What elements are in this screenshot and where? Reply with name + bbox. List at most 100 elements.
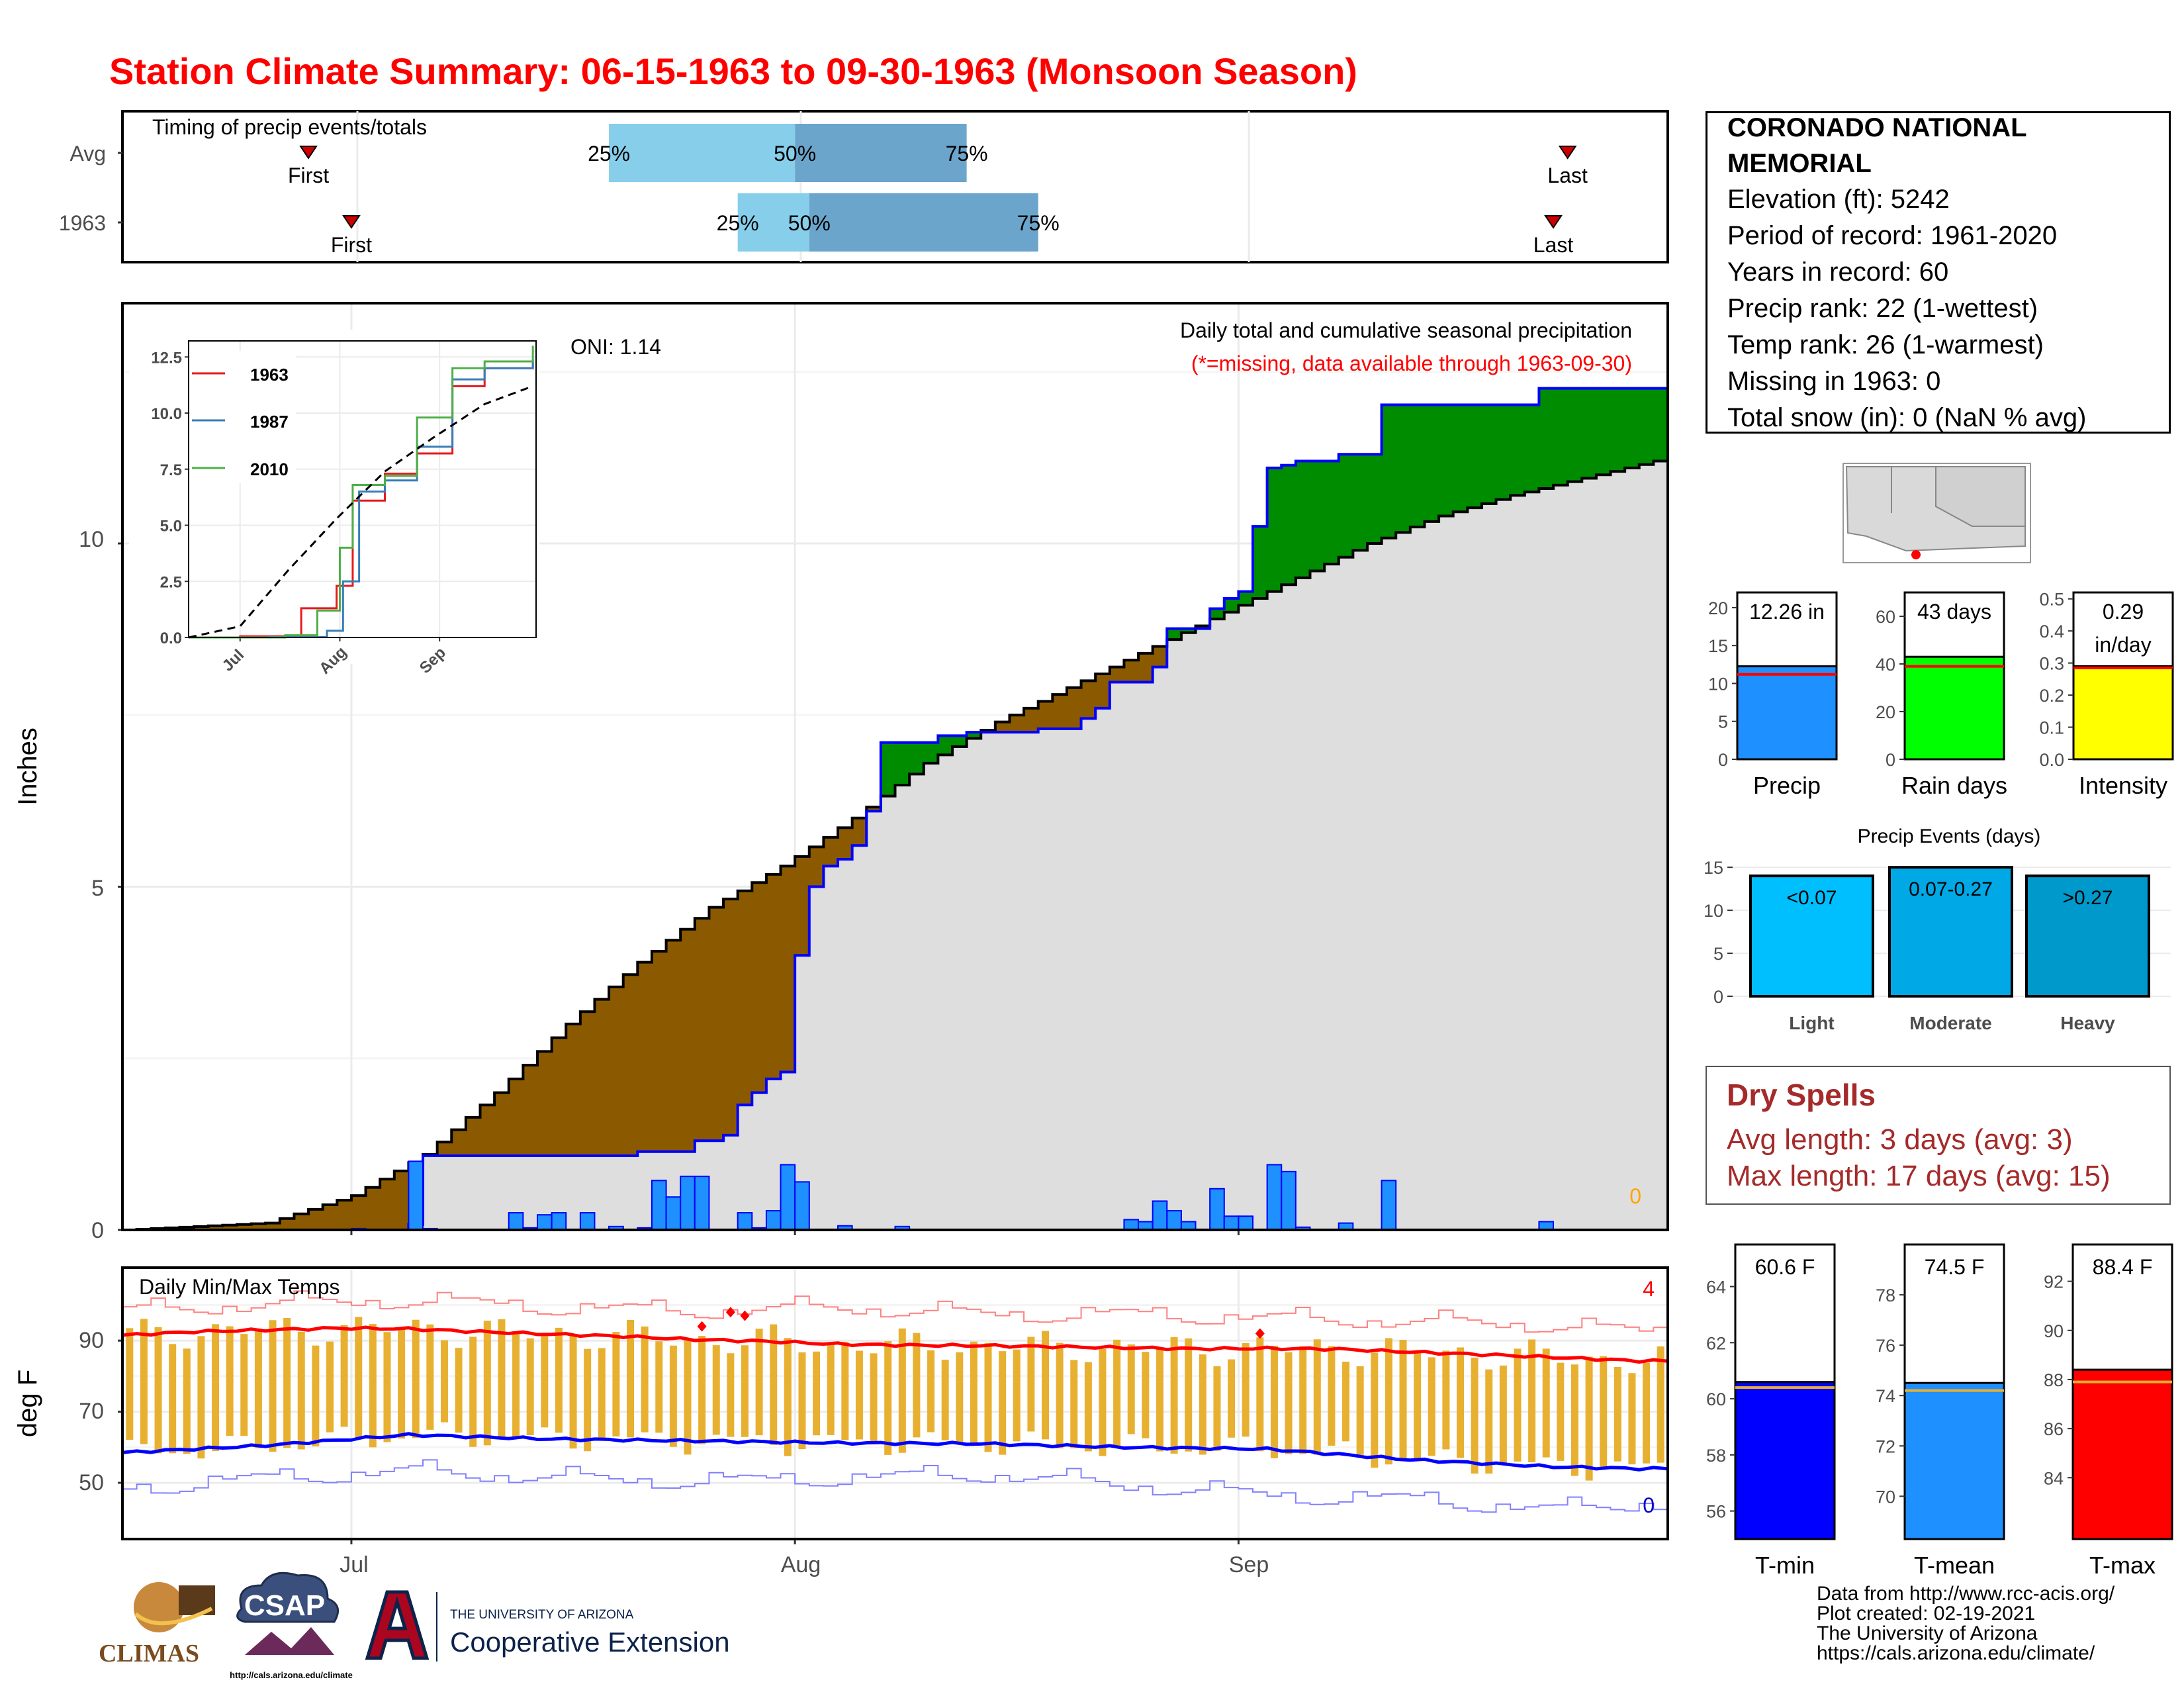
climas-logo: CLIMAS: [99, 1582, 215, 1667]
last-event-marker-0: [1558, 146, 1577, 160]
deficit-column: [580, 1011, 596, 1156]
surplus-column: [1381, 404, 1396, 538]
stat-ytick-label-0-0: 0: [1718, 750, 1728, 770]
timing-quantile-label-0-2: 75%: [946, 142, 988, 165]
events-bin-label-2: >0.27: [2063, 887, 2113, 909]
precip-frame: [121, 302, 1669, 1231]
deficit-column: [666, 940, 681, 1152]
deficit-column: [694, 918, 710, 1141]
inset-frame: [188, 340, 537, 638]
surplus-column: [880, 742, 896, 796]
deficit-column: [609, 986, 624, 1156]
surplus-column: [1238, 591, 1253, 606]
deficit-column: [1052, 694, 1068, 729]
deficit-column: [866, 807, 882, 812]
deficit-column: [251, 1223, 266, 1230]
stat-bar-1: [1903, 655, 2005, 761]
daily-precip-bar: [579, 1212, 596, 1231]
surplus-column: [1596, 388, 1612, 475]
timing-quantile-label-1-2: 75%: [1017, 211, 1060, 235]
daily-precip-bar: [1123, 1219, 1140, 1231]
stat-ytick-label-2-4: 0.4: [2039, 622, 2064, 641]
ua-logo-line2: Cooperative Extension: [450, 1626, 730, 1658]
stat-ytick-label-2-3: 0.3: [2039, 654, 2064, 674]
first-event-label-0: First: [288, 164, 329, 187]
deficit-column: [508, 1078, 523, 1156]
xtick-jul: Jul: [340, 1552, 368, 1577]
surplus-column: [1481, 404, 1497, 504]
deficit-column: [651, 951, 667, 1152]
daily-precip-bar: [737, 1212, 753, 1231]
deficit-column: [995, 722, 1011, 733]
station-location-marker: [1911, 550, 1921, 559]
surplus-column: [1353, 454, 1368, 551]
temp-stat-value-label-2: 88.4 F: [2093, 1255, 2153, 1279]
daily-precip-bar: [551, 1212, 567, 1231]
events-category-label-2: Heavy: [2060, 1013, 2115, 1033]
daily-precip-bar: [508, 1212, 524, 1231]
station-elevation: Elevation (ft): 5242: [1727, 185, 1950, 214]
temp-stat-category-label-2: T-max: [2089, 1552, 2156, 1579]
stat-bar-2: [2072, 665, 2174, 761]
station-name-line2: MEMORIAL: [1727, 149, 1872, 178]
surplus-column: [1367, 454, 1383, 543]
inset-ytick-label-2: 5.0: [160, 518, 182, 536]
stat-bar-0: [1736, 665, 1838, 761]
location-map: [1843, 463, 2031, 563]
last-event-label-1: Last: [1533, 233, 1574, 257]
record-high-marker-2: [740, 1310, 750, 1321]
deficit-column: [494, 1092, 510, 1156]
dry-spells-title: Dry Spells: [1727, 1078, 1876, 1112]
deficit-column: [537, 1051, 553, 1156]
daily-precip-bar: [1281, 1170, 1297, 1231]
inset-series-average: [188, 385, 533, 639]
deficit-column: [852, 818, 867, 846]
events-bin-label-1: 0.07-0.27: [1909, 878, 1993, 900]
temp-ytick-70: 70: [79, 1399, 104, 1424]
daily-precip-bar: [665, 1196, 682, 1231]
surplus-column: [1467, 404, 1482, 508]
surplus-column: [1267, 467, 1282, 592]
deficit-column: [1109, 667, 1125, 682]
stat-ytick-label-0-1: 5: [1718, 712, 1728, 732]
temp-stat-ytick-label-1-2: 74: [1876, 1386, 1895, 1406]
events-category-label-0: Light: [1789, 1013, 1834, 1033]
daily-precip-bar: [536, 1214, 553, 1231]
stat-ytick-label-1-3: 60: [1876, 607, 1895, 627]
surplus-column: [1524, 404, 1540, 492]
temp-ytick-50: 50: [79, 1470, 104, 1495]
deficit-column: [523, 1065, 538, 1156]
average-min-line: [122, 1432, 1668, 1472]
deficit-column: [1009, 715, 1024, 733]
climas-logo-text: CLIMAS: [99, 1640, 199, 1667]
surplus-column: [1567, 388, 1582, 482]
temp-stat-ytick-label-2-0: 84: [2044, 1468, 2064, 1488]
credit-line-2: Plot created: 02-19-2021: [1817, 1603, 2036, 1624]
csap-cloud-icon: [236, 1571, 340, 1623]
daily-precip-bar: [1152, 1200, 1168, 1231]
precip-caption: Daily total and cumulative seasonal prec…: [1180, 318, 1632, 342]
stat-bar-charts: 0 5 10 15 20 12.26 in Precip 0 20 40 60 43 days Rain…: [1708, 590, 2174, 799]
inset-series-2010: [189, 346, 534, 639]
temp-stat-ytick-label-0-2: 60: [1706, 1389, 1726, 1409]
temp-stat-ytick-label-2-2: 88: [2044, 1370, 2064, 1390]
temperature-panel: Daily Min/Max Temps 4 0 90 70 50 deg F J…: [13, 1266, 1669, 1577]
daily-precip-bar: [1223, 1215, 1240, 1231]
inset-ytick-label-0: 0.0: [160, 630, 182, 647]
deficit-column: [637, 962, 653, 1152]
temp-frame: [121, 1266, 1669, 1540]
events-ytick-label-2: 10: [1704, 901, 1723, 921]
inset-ytick-label-1: 2.5: [160, 573, 182, 591]
deficit-column: [294, 1213, 309, 1230]
events-category-label-1: Moderate: [1909, 1013, 1991, 1033]
events-ytick-label-3: 15: [1704, 858, 1723, 878]
legend-label-1987: 1987: [250, 412, 289, 432]
surplus-column: [1210, 608, 1225, 620]
timing-quantile-label-1-1: 50%: [788, 211, 831, 235]
deficit-column: [480, 1105, 495, 1156]
inset-ytick-label-5: 12.5: [151, 349, 182, 367]
surplus-column: [1639, 388, 1654, 465]
timing-panel: Timing of precip events/totals 25% 50% 75%…: [59, 110, 1669, 263]
events-ytick-label-1: 5: [1713, 944, 1723, 964]
